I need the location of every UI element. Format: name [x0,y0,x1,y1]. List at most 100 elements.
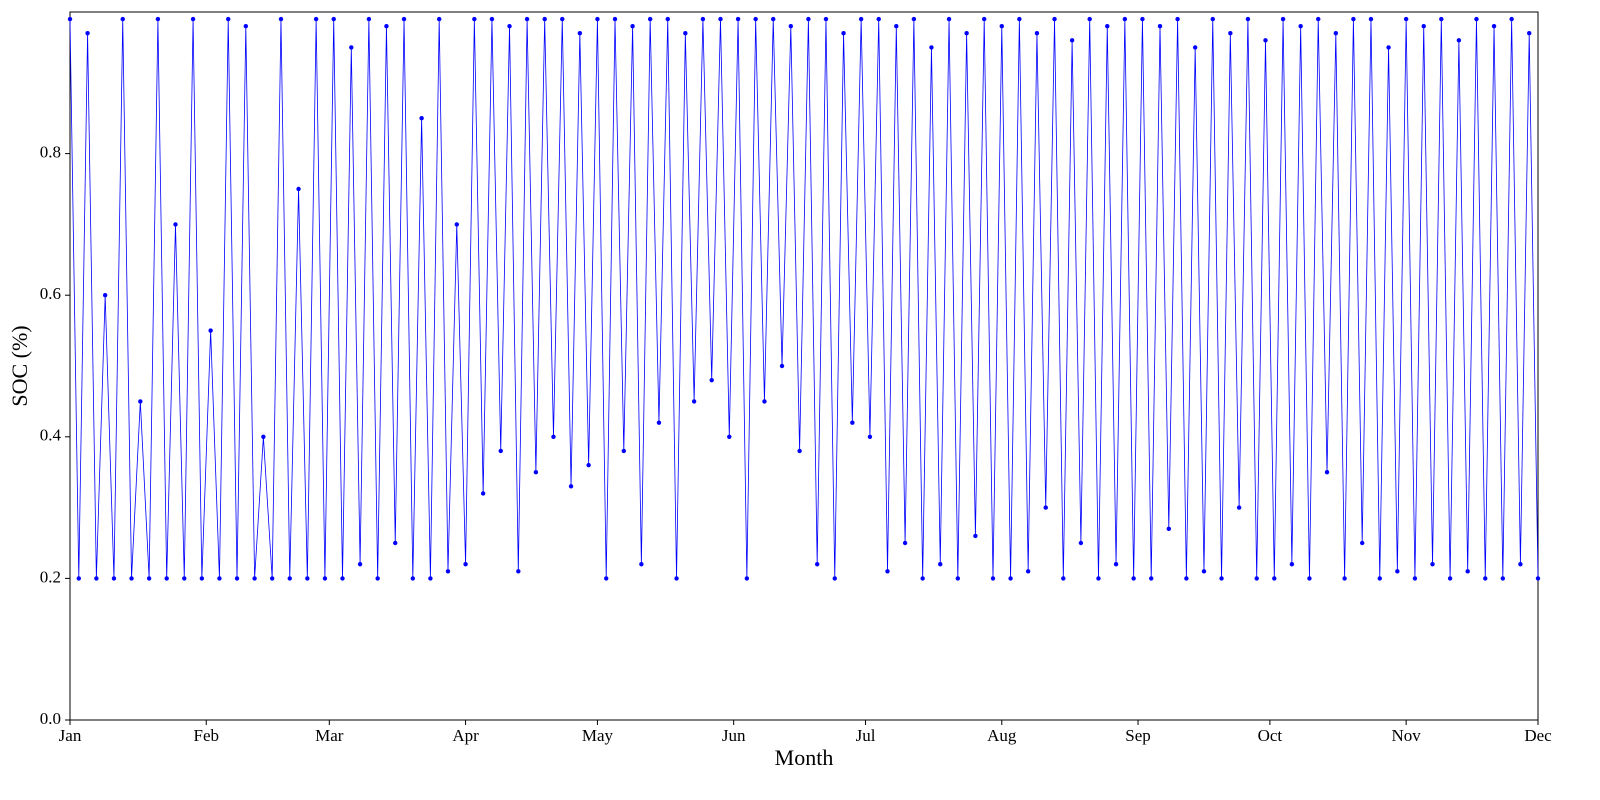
data-point [1210,16,1215,22]
data-point [1025,569,1031,574]
data-point [269,576,275,581]
data-point [1254,576,1259,581]
data-point [217,576,222,581]
data-point [999,23,1004,29]
data-point [234,576,240,581]
data-point [1333,31,1339,36]
data-point [1491,23,1497,29]
data-point [1324,470,1330,475]
data-point [436,16,442,22]
data-point [604,576,609,581]
data-point [252,576,257,581]
data-point [1509,16,1514,22]
data-point [472,16,477,22]
data-point [428,576,433,581]
data-point [1421,23,1426,29]
data-point [1122,16,1128,22]
data-point [1351,16,1356,22]
data-point [771,16,776,22]
data-point [182,576,187,581]
data-point [498,448,503,454]
x-tick-label: Sep [1125,726,1151,745]
data-point [401,16,407,22]
data-point [612,16,618,22]
data-point [480,491,486,496]
data-point [806,16,811,22]
x-tick-label: Nov [1392,726,1422,745]
data-point [1140,16,1145,22]
data-point [1386,45,1391,50]
data-point [1149,576,1154,581]
data-point [349,45,354,50]
data-point [885,569,890,574]
data-point [1342,576,1347,581]
data-point [1359,540,1365,546]
data-point [1166,526,1172,532]
data-point [393,540,398,546]
data-point [1061,576,1066,581]
data-point [1447,576,1453,581]
data-point [313,16,319,22]
data-point [779,363,785,369]
data-point [920,576,925,581]
data-point [1236,505,1242,510]
data-point [1201,569,1207,574]
data-point [375,576,380,581]
data-point [938,562,943,567]
data-point [551,434,556,439]
data-point [410,576,416,581]
data-point [76,576,81,581]
data-point [832,576,837,581]
data-point [331,16,336,22]
series-line [69,19,1539,579]
x-tick-label: Jun [722,726,746,745]
data-point [700,16,706,22]
data-point [454,222,459,227]
data-point [489,16,495,22]
data-point [577,31,583,36]
data-point [1465,569,1470,574]
data-point [973,533,978,539]
data-point [533,470,539,475]
data-point [1474,16,1479,22]
x-tick-label: Oct [1258,726,1283,745]
data-point [823,16,829,22]
x-tick-label: Feb [194,726,220,745]
data-point [102,293,108,298]
data-point [621,448,626,454]
data-point [1483,576,1488,581]
data-point [1368,16,1374,22]
data-point [1535,576,1541,581]
data-point [1069,38,1075,43]
data-point [1527,31,1532,36]
data-point [1192,45,1198,50]
data-point [542,16,547,22]
data-point [1316,16,1321,22]
data-point [1157,23,1163,29]
data-point [894,23,899,29]
data-point [1263,38,1268,43]
data-point [516,569,521,574]
data-point [1017,16,1022,22]
data-point [208,328,213,333]
data-point [639,562,644,567]
data-point [1307,576,1312,581]
data-point [911,16,917,22]
data-point [1245,16,1251,22]
y-axis-title: SOC (%) [7,325,32,406]
data-point [1395,569,1400,574]
data-point [164,576,169,581]
x-tick-label: Jul [856,726,876,745]
data-point [586,462,591,468]
data-point [1430,562,1435,567]
data-point [524,16,530,22]
data-point [674,576,679,581]
data-point [1105,23,1110,29]
data-point [568,484,574,489]
x-tick-label: Apr [452,726,479,745]
data-point [445,569,451,574]
data-point [507,23,512,29]
data-point [243,23,249,29]
data-point [1175,16,1180,22]
